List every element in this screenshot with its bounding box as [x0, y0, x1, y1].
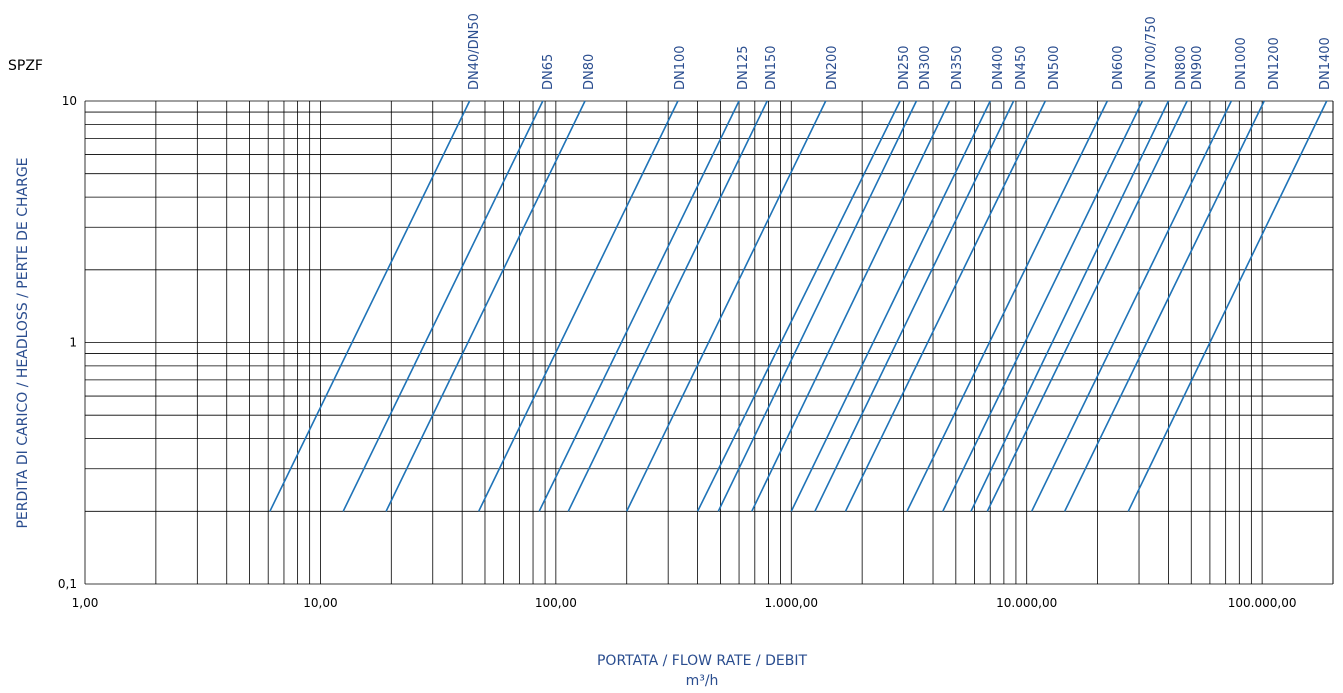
x-tick-label: 1.000,00: [765, 596, 818, 610]
dn-label: DN80: [582, 54, 597, 90]
dn-label: DN100: [673, 45, 688, 90]
y-tick-label: 1: [69, 336, 77, 350]
dn-labels: DN40/DN50 DN65 DN80 DN100 DN125 DN150 DN200 DN2…: [467, 13, 1333, 90]
dn-label: DN700/750: [1144, 16, 1159, 90]
dn-label: DN40/DN50: [467, 13, 482, 90]
dn-label: DN400: [991, 45, 1006, 90]
series-line: [1063, 100, 1265, 512]
y-tick-label: 0,1: [58, 577, 77, 591]
series-line: [942, 100, 1144, 512]
series-line: [814, 100, 1015, 512]
series-line: [385, 100, 586, 512]
x-tick-label: 10.000,00: [996, 596, 1057, 610]
series-line: [790, 100, 991, 512]
dn-label: DN300: [918, 45, 933, 90]
series-lines: [269, 100, 1328, 512]
dn-label: DN800: [1174, 45, 1189, 90]
dn-label: DN250: [897, 45, 912, 90]
dn-label: DN900: [1190, 45, 1205, 90]
dn-label: DN1000: [1234, 37, 1249, 90]
x-tick-label: 100.000,00: [1228, 596, 1297, 610]
code-label: SPZF: [8, 58, 43, 74]
y-axis-label: PERDITA DI CARICO / HEADLOSS / PERTE DE …: [15, 157, 31, 528]
series-line: [477, 100, 679, 512]
dn-label: DN150: [764, 45, 779, 90]
dn-label: DN125: [736, 45, 751, 90]
dn-label: DN1400: [1318, 37, 1333, 90]
x-tick-label: 10,00: [303, 596, 337, 610]
series-line: [538, 100, 740, 512]
y-tick-label: 10: [62, 94, 77, 108]
series-line: [844, 100, 1047, 512]
dn-label: DN1200: [1267, 37, 1282, 90]
series-line: [696, 100, 901, 512]
series-line: [717, 100, 918, 512]
series-line: [906, 100, 1109, 512]
dn-label: DN350: [950, 45, 965, 90]
series-line: [1030, 100, 1233, 512]
x-tick-label: 1,00: [72, 596, 99, 610]
series-line: [342, 100, 544, 512]
series-line: [986, 100, 1188, 512]
series-line: [970, 100, 1170, 512]
series-line: [625, 100, 827, 512]
grid: [84, 100, 1334, 585]
series-line: [751, 100, 951, 512]
x-axis-unit: m³/h: [686, 673, 719, 689]
dn-label: DN200: [825, 45, 840, 90]
x-axis-label: PORTATA / FLOW RATE / DEBIT: [597, 653, 807, 669]
x-tick-label: 100,00: [535, 596, 577, 610]
series-line: [567, 100, 768, 512]
dn-label: DN500: [1047, 45, 1062, 90]
dn-label: DN450: [1014, 45, 1029, 90]
series-line: [1127, 100, 1328, 512]
dn-label: DN65: [541, 54, 556, 90]
dn-label: DN600: [1111, 45, 1126, 90]
series-line: [269, 100, 471, 512]
tick-labels: 1,00 10,00 100,00 1.000,00 10.000,00 100.000,…: [58, 94, 1297, 610]
